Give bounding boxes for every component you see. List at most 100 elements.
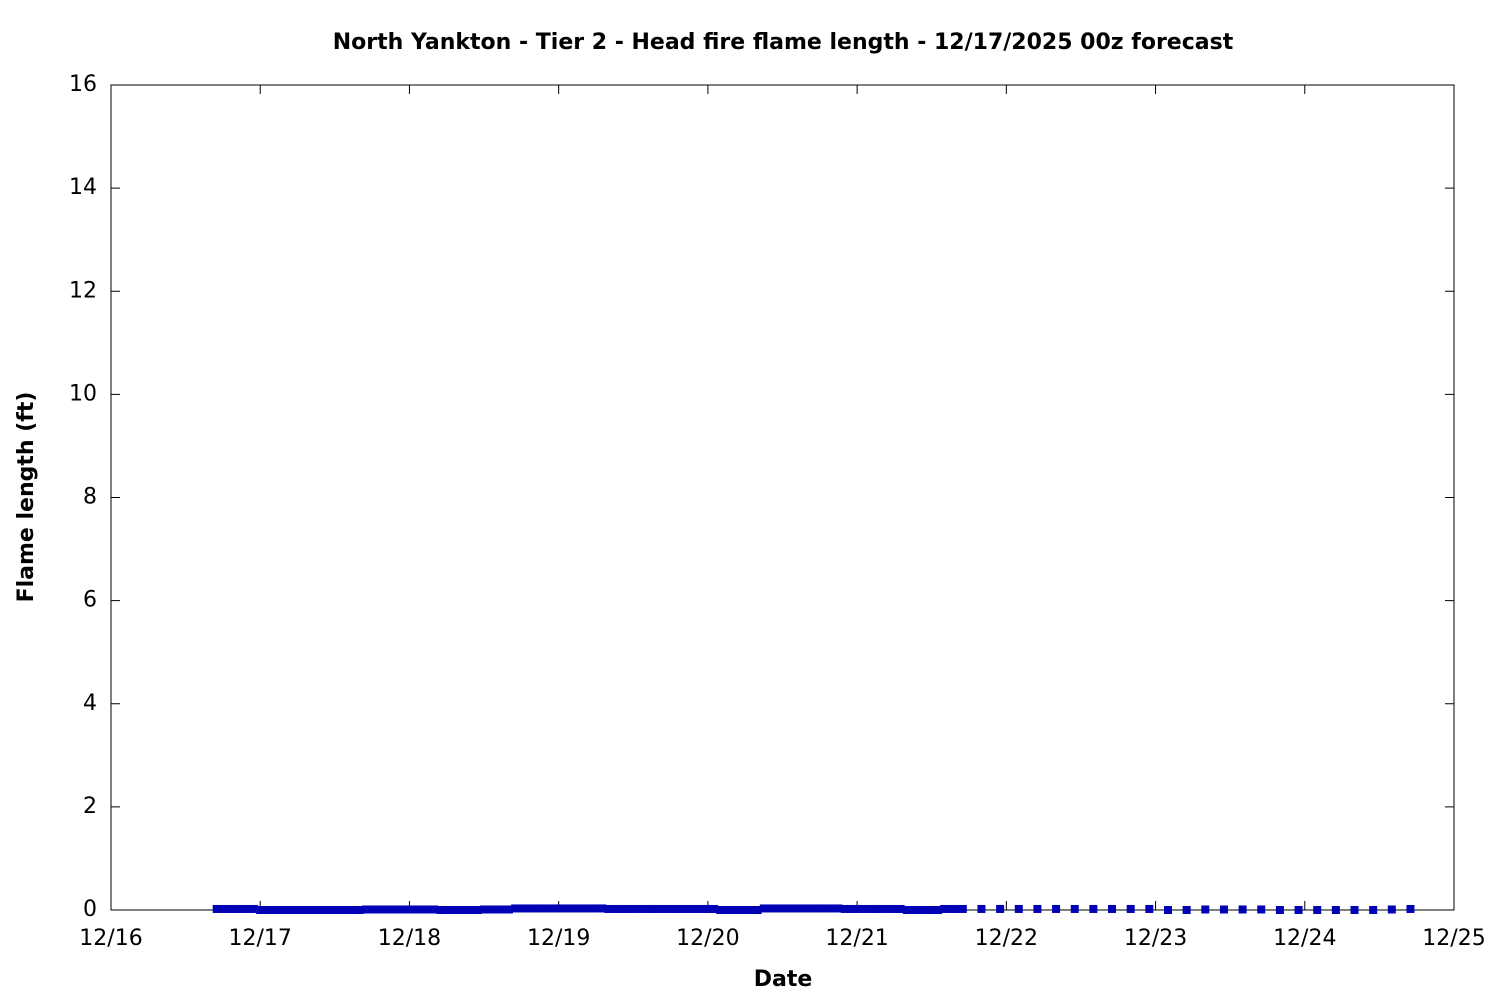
point	[797, 904, 806, 913]
point	[480, 905, 489, 914]
x-tick-label: 12/20	[676, 926, 739, 951]
point	[231, 904, 240, 913]
point	[1014, 904, 1023, 913]
x-tick-label: 12/19	[527, 926, 590, 951]
point	[573, 904, 582, 913]
y-tick-label: 10	[69, 381, 97, 406]
point	[772, 904, 781, 913]
point	[672, 904, 681, 913]
point	[629, 904, 638, 913]
point	[536, 904, 545, 913]
y-tick-label: 0	[83, 897, 97, 922]
y-tick-label: 6	[83, 588, 97, 613]
point	[840, 904, 849, 913]
point	[349, 906, 358, 914]
point	[1182, 906, 1191, 914]
point	[822, 904, 831, 913]
x-tick-label: 12/25	[1422, 926, 1485, 951]
point	[1294, 906, 1303, 914]
point	[281, 906, 290, 914]
point	[399, 905, 408, 914]
point	[647, 904, 656, 913]
point	[355, 906, 364, 914]
point	[1238, 905, 1247, 914]
y-tick-label: 8	[83, 485, 97, 510]
point	[504, 905, 513, 914]
point	[411, 905, 420, 914]
point	[529, 904, 538, 913]
point	[697, 904, 706, 913]
x-tick-label: 12/18	[378, 926, 441, 951]
point	[1052, 904, 1061, 913]
point	[237, 904, 246, 913]
point	[884, 904, 893, 913]
point	[448, 906, 457, 914]
point	[940, 904, 949, 913]
point	[1257, 905, 1266, 914]
point	[256, 906, 265, 914]
x-tick-label: 12/22	[975, 926, 1038, 951]
x-axis-label: Date	[754, 967, 813, 992]
point	[430, 905, 439, 914]
point	[635, 904, 644, 913]
point	[1145, 904, 1154, 913]
point	[523, 904, 532, 913]
point	[498, 905, 507, 914]
point	[467, 906, 476, 914]
point	[902, 906, 911, 914]
point	[921, 906, 930, 914]
y-tick-label: 16	[69, 72, 97, 97]
y-tick-label: 12	[69, 278, 97, 303]
point	[368, 905, 377, 914]
point	[324, 906, 333, 914]
point	[666, 904, 675, 913]
point	[225, 904, 234, 913]
point	[337, 906, 346, 914]
point	[299, 906, 308, 914]
point	[262, 906, 271, 914]
point	[585, 904, 594, 913]
point	[305, 906, 314, 914]
point	[293, 906, 302, 914]
point	[455, 906, 464, 914]
point	[784, 904, 793, 913]
point	[834, 904, 843, 913]
x-tick-label: 12/16	[79, 926, 142, 951]
point	[846, 904, 855, 913]
point	[616, 904, 625, 913]
point	[560, 904, 569, 913]
point	[1163, 906, 1172, 914]
x-tick-label: 12/21	[825, 926, 888, 951]
point	[1387, 905, 1396, 914]
point	[828, 904, 837, 913]
point	[734, 906, 743, 914]
point	[268, 906, 277, 914]
x-tick-label: 12/17	[229, 926, 292, 951]
point	[753, 906, 762, 914]
point	[660, 904, 669, 913]
point	[312, 906, 321, 914]
point	[554, 904, 563, 913]
point	[604, 904, 613, 913]
point	[486, 905, 495, 914]
point	[405, 905, 414, 914]
y-tick-label: 2	[83, 794, 97, 819]
point	[1108, 904, 1117, 913]
point	[909, 906, 918, 914]
point	[218, 904, 227, 913]
point	[865, 904, 874, 913]
point	[933, 906, 942, 914]
point	[958, 904, 967, 913]
point	[1089, 904, 1098, 913]
point	[274, 906, 283, 914]
point	[685, 904, 694, 913]
point	[703, 904, 712, 913]
point	[1406, 904, 1415, 913]
point	[927, 906, 936, 914]
point	[716, 906, 725, 914]
point	[380, 905, 389, 914]
point	[343, 906, 352, 914]
point	[243, 904, 252, 913]
point	[361, 905, 370, 914]
point	[1219, 905, 1228, 914]
